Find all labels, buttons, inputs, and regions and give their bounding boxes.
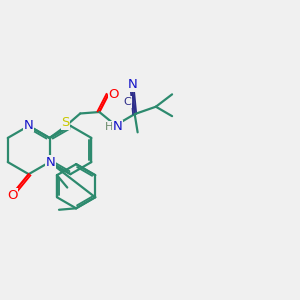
Text: H: H <box>105 122 113 132</box>
Text: O: O <box>108 88 119 101</box>
Text: S: S <box>61 116 70 129</box>
Text: N: N <box>24 119 34 132</box>
Text: N: N <box>113 120 123 133</box>
Text: N: N <box>45 156 55 169</box>
Text: N: N <box>128 78 137 92</box>
Text: C: C <box>123 97 131 107</box>
Text: O: O <box>7 189 18 202</box>
